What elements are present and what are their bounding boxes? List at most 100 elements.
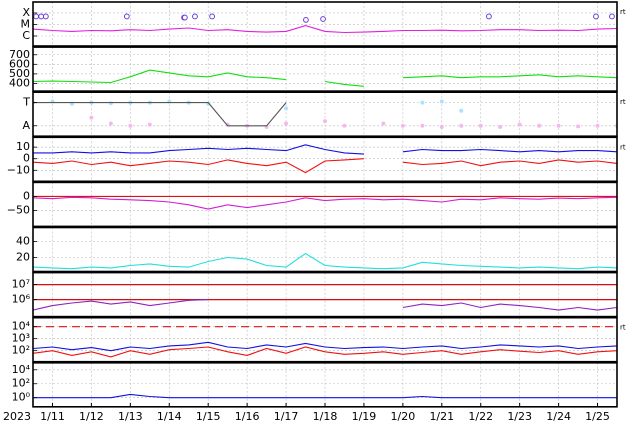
series-point (576, 124, 581, 129)
series-point (593, 13, 599, 20)
y-tick-label: 0 (23, 189, 30, 202)
panel-frame (32, 181, 618, 228)
series-point (486, 13, 492, 20)
y-tick-label: 10⁰ (12, 391, 31, 404)
panel (33, 137, 617, 182)
series-line (33, 393, 617, 399)
y-tick-label: 10⁴ (12, 363, 31, 376)
series-line (33, 158, 617, 174)
x-tick-label: 1/14 (157, 410, 182, 423)
series-point (420, 123, 425, 128)
x-tick-label: 1/22 (468, 410, 493, 423)
series-point (192, 13, 198, 20)
x-tick-label: 1/13 (118, 410, 143, 423)
series-point (459, 108, 464, 113)
series-line (33, 102, 287, 127)
series-line (33, 196, 617, 210)
y-tick-label: 0 (23, 152, 30, 165)
panel-tag: rt (620, 143, 626, 151)
series-point (342, 123, 347, 128)
x-tick-label: 1/24 (546, 410, 571, 423)
series-point (284, 106, 289, 111)
x-tick-label: 1/25 (585, 410, 610, 423)
panel (33, 272, 617, 317)
series-line (33, 69, 617, 87)
x-tick-label: 1/18 (313, 410, 338, 423)
series-point (609, 13, 615, 20)
series-point (147, 122, 152, 127)
x-tick-label: 1/21 (429, 410, 454, 423)
series-point (420, 100, 425, 105)
series-line (33, 299, 617, 311)
panel (33, 317, 617, 362)
series-point (381, 121, 386, 126)
y-tick-label: 40 (16, 235, 30, 248)
series-point (108, 101, 113, 106)
y-tick-label: 10² (12, 344, 30, 357)
series-point (400, 123, 405, 128)
series-point (478, 123, 483, 128)
panel (33, 47, 617, 92)
x-tick-label: 1/20 (391, 410, 416, 423)
x-tick-label: 1/19 (352, 410, 377, 423)
y-tick-label: 400 (9, 76, 30, 89)
y-tick-label: A (22, 119, 30, 132)
panel-frame (32, 226, 618, 273)
y-tick-label: 500 (9, 67, 30, 80)
y-tick-label: −50 (7, 203, 30, 216)
x-tick-label: 1/12 (79, 410, 104, 423)
panel (33, 2, 617, 46)
y-tick-label: C (22, 29, 30, 42)
panel (33, 92, 617, 137)
series-point (459, 123, 464, 128)
series-point (556, 123, 561, 128)
series-point (108, 121, 113, 126)
panel (33, 362, 617, 407)
x-tick-label: 1/15 (196, 410, 221, 423)
series-point (439, 99, 444, 104)
series-point (33, 13, 40, 20)
series-line (33, 252, 617, 270)
y-tick-label: T (22, 96, 30, 109)
panel (33, 182, 617, 227)
x-tick-label: 1/16 (235, 410, 260, 423)
series-line (33, 25, 617, 34)
series-line (33, 346, 617, 358)
x-tick-label: 1/11 (40, 410, 65, 423)
series-point (517, 122, 522, 127)
y-tick-label: M (21, 17, 31, 30)
series-point (439, 124, 444, 129)
y-tick-label: 10⁴ (12, 320, 31, 333)
panel-frame (32, 136, 618, 183)
series-point (181, 14, 188, 21)
x-tick-label: 1/23 (507, 410, 532, 423)
y-tick-label: 10⁷ (12, 278, 30, 291)
series-point (89, 115, 94, 120)
series-point (42, 13, 49, 20)
x-tick-label: 1/17 (274, 410, 299, 423)
panel-frame (32, 1, 618, 47)
y-tick-label: 600 (9, 57, 30, 70)
y-tick-label: 700 (9, 48, 30, 61)
series-point (123, 13, 130, 20)
panel (33, 227, 617, 272)
series-point (595, 123, 600, 128)
series-point (128, 123, 133, 128)
series-point (303, 17, 309, 23)
panel-tag: rt (620, 324, 626, 332)
series-point (320, 16, 326, 22)
series-point (284, 121, 289, 126)
series-point (537, 123, 542, 128)
series-line (33, 341, 617, 352)
y-tick-label: 10² (12, 377, 30, 390)
series-point (209, 13, 215, 20)
series-point (38, 13, 45, 20)
panel-frame (32, 316, 618, 363)
panel-frame (32, 46, 618, 92)
series-point (323, 119, 327, 124)
panel-frame (32, 91, 618, 137)
panel-frame (32, 271, 618, 318)
y-tick-label: X (22, 6, 30, 19)
series-point (498, 124, 503, 129)
